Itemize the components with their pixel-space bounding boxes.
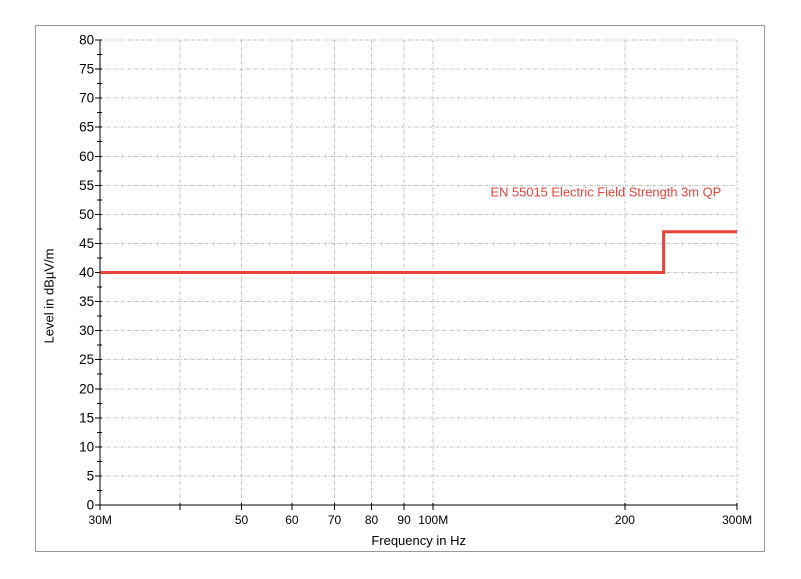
svg-text:EN 55015 Electric Field Streng: EN 55015 Electric Field Strength 3m QP [491,185,722,200]
